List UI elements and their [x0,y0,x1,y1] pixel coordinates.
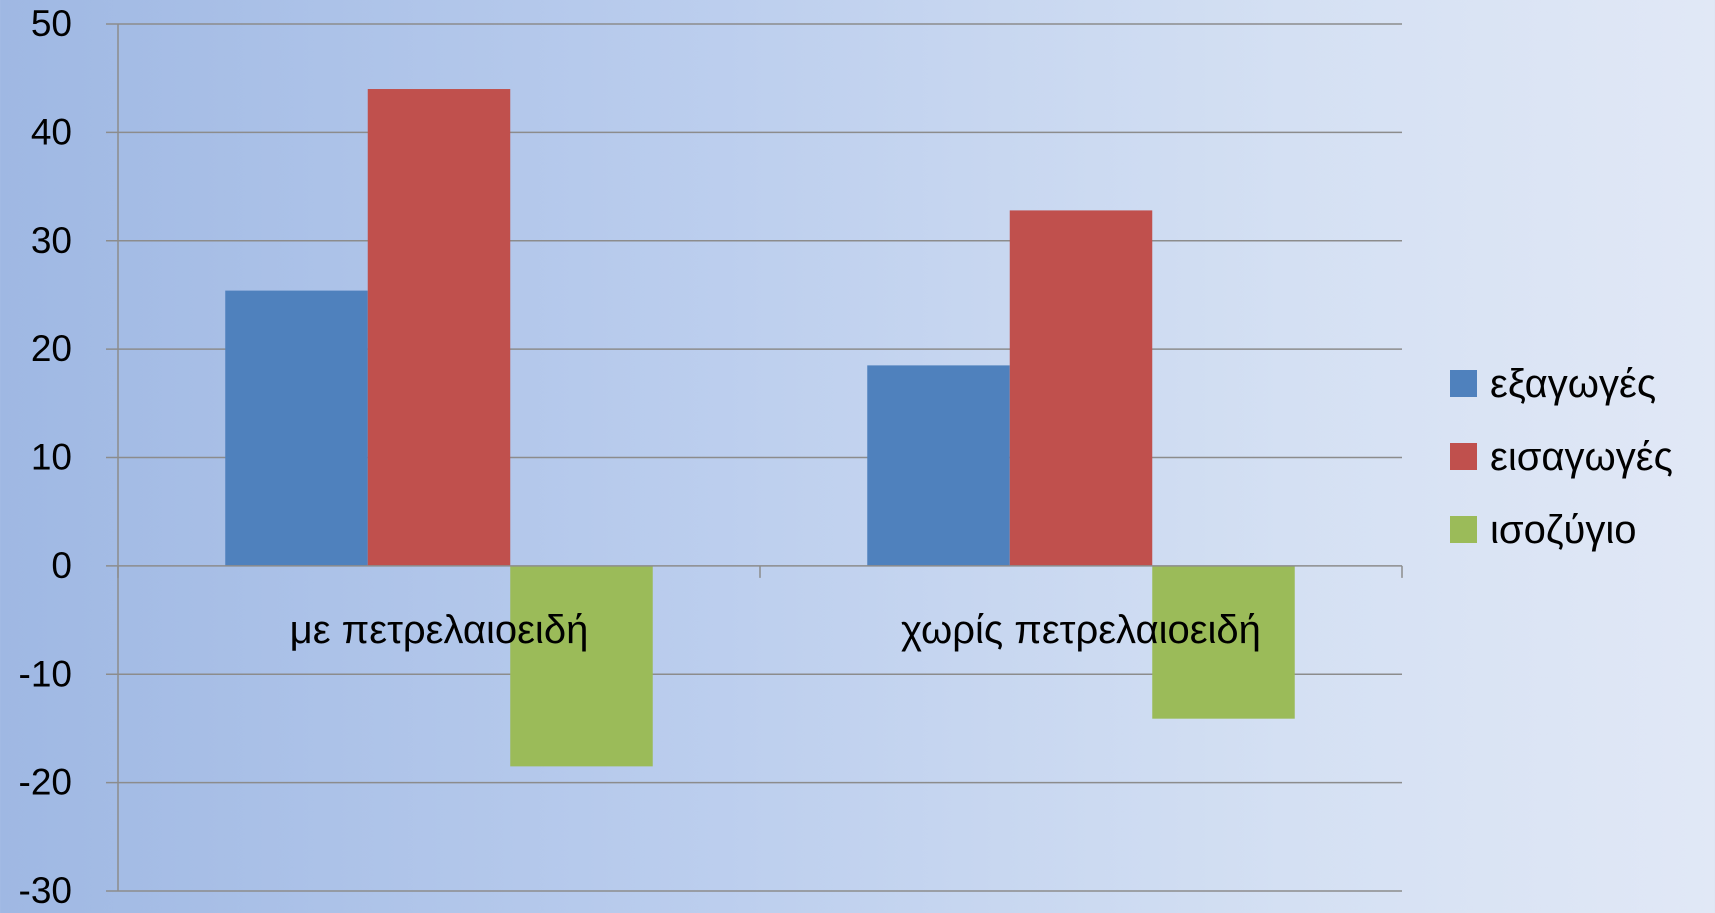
legend-label: εξαγωγές [1490,362,1656,406]
bar-3-1 [510,565,653,767]
y-tick-label: 50 [31,3,72,44]
legend-swatch [1450,516,1477,543]
y-tick-label: 40 [31,111,72,152]
x-category-label: με πετρελαιοειδή [290,608,589,652]
y-tick-label: 0 [51,545,72,586]
legend-swatch [1450,443,1477,470]
legend-label: εισαγωγές [1490,435,1673,479]
bar-1-1 [225,290,368,566]
bar-1-2 [867,365,1010,566]
y-tick-label: 20 [31,328,72,369]
legend-swatch [1450,370,1477,397]
y-tick-label: -10 [19,653,72,694]
y-tick-label: 10 [31,437,72,478]
bar-3-2 [1152,565,1295,719]
y-tick-label: -20 [19,762,72,803]
bars [225,89,1295,767]
legend-label: ισοζύγιο [1490,508,1636,552]
axis-labels: 50 40 30 20 10 0 -10 -20 -30 με πετρελαιοειδή χωρί… [19,3,1261,911]
legend: εξαγωγές εισαγωγές ισοζύγιο [1450,362,1673,552]
x-category-label: χωρίς πετρελαιοειδή [901,608,1261,652]
bar-2-1 [367,89,511,566]
axes [106,23,1403,892]
y-tick-label: 30 [31,220,72,261]
bar-2-2 [1009,210,1153,566]
y-tick-label: -30 [19,870,72,908]
